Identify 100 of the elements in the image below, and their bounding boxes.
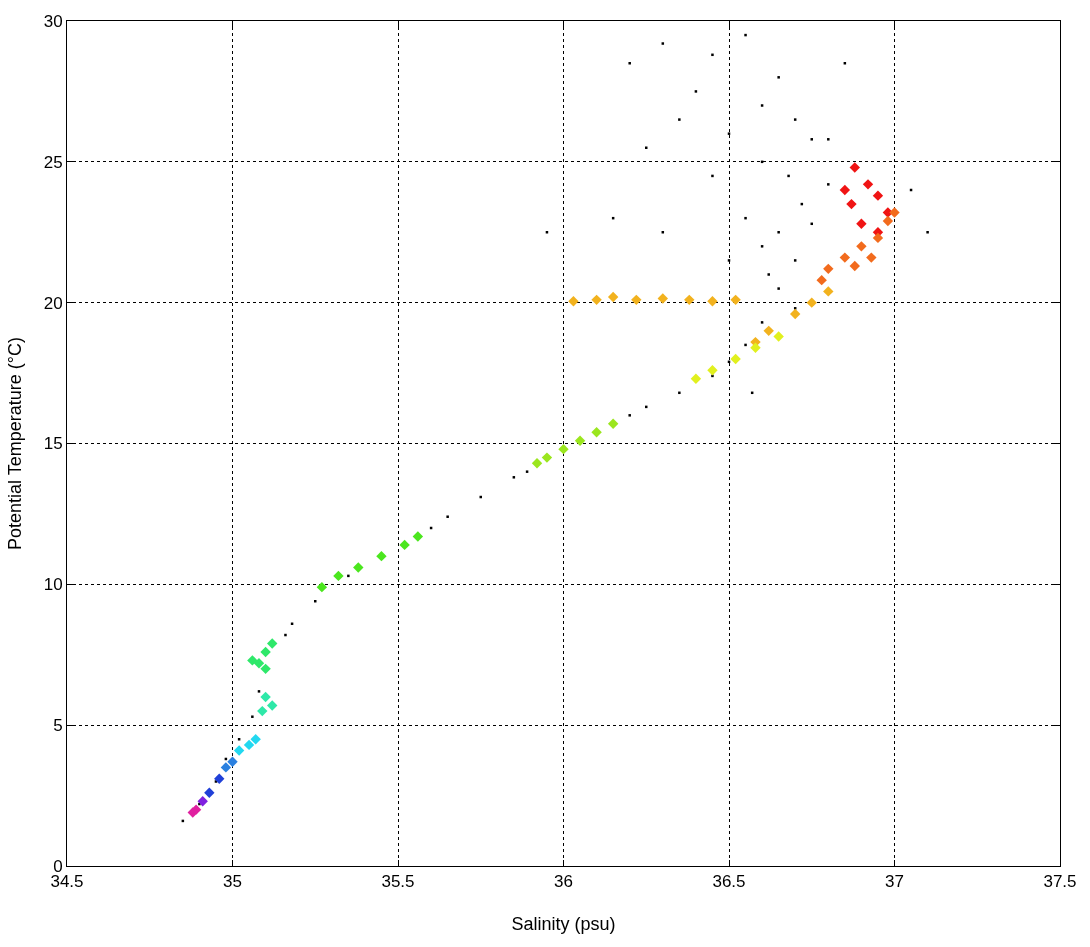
point <box>661 42 665 45</box>
point <box>823 263 834 275</box>
point <box>767 273 770 276</box>
point <box>284 633 287 637</box>
point <box>243 739 255 751</box>
point <box>628 414 631 417</box>
x-tick-label: 37 <box>885 872 904 892</box>
point <box>882 215 894 227</box>
point <box>727 259 731 262</box>
point <box>399 539 410 551</box>
point <box>849 162 860 173</box>
point <box>862 179 874 190</box>
point <box>787 174 790 178</box>
point <box>866 252 877 263</box>
point <box>250 734 261 745</box>
point <box>525 470 529 473</box>
point <box>846 198 857 210</box>
point <box>711 53 714 57</box>
point <box>645 146 648 149</box>
point <box>727 132 731 135</box>
point <box>816 274 827 286</box>
point <box>607 418 619 429</box>
point <box>889 207 900 218</box>
point <box>793 118 797 121</box>
y-tick-label: 20 <box>43 293 63 313</box>
point <box>260 646 271 658</box>
point <box>760 321 764 324</box>
point <box>839 184 851 196</box>
point <box>763 325 774 337</box>
point <box>558 443 569 455</box>
point <box>777 76 780 79</box>
point <box>839 252 851 263</box>
point <box>316 581 328 593</box>
point <box>568 296 579 307</box>
point <box>777 287 780 290</box>
point <box>204 787 215 798</box>
point <box>347 574 350 578</box>
point <box>233 745 245 756</box>
point <box>247 655 258 666</box>
point <box>684 294 695 306</box>
point <box>214 773 225 784</box>
point <box>711 174 714 178</box>
point <box>591 294 602 306</box>
point <box>711 374 714 378</box>
point <box>257 705 268 717</box>
point <box>257 690 261 693</box>
point <box>512 476 516 479</box>
point <box>744 343 747 347</box>
y-tick-label: 10 <box>43 575 63 595</box>
point <box>353 562 364 573</box>
point <box>333 570 344 582</box>
point <box>849 260 860 272</box>
point <box>678 118 681 121</box>
point <box>574 435 586 446</box>
point <box>872 190 884 201</box>
point <box>645 405 648 409</box>
point <box>690 373 702 384</box>
point <box>856 241 867 252</box>
x-tick-label: 35.5 <box>381 872 415 892</box>
x-tick-label: 37.5 <box>1043 872 1077 892</box>
point <box>750 342 761 353</box>
point <box>926 231 929 234</box>
point <box>744 33 747 37</box>
point <box>793 259 797 262</box>
point <box>253 658 265 669</box>
point <box>707 365 718 376</box>
point <box>267 700 278 711</box>
point <box>220 762 232 773</box>
point <box>657 293 668 304</box>
point <box>760 245 764 248</box>
point <box>827 183 830 186</box>
point <box>694 90 698 93</box>
point <box>790 308 801 320</box>
point <box>260 691 271 703</box>
x-axis-title: Salinity (psu) <box>511 914 616 934</box>
point <box>843 62 847 65</box>
point <box>545 231 549 234</box>
point <box>631 294 642 306</box>
point <box>777 231 780 234</box>
point <box>707 296 718 307</box>
point <box>806 297 817 308</box>
x-tick-label: 36.5 <box>712 872 746 892</box>
point <box>237 738 241 741</box>
y-axis-title: Potential Temperature (°C) <box>5 337 25 550</box>
point <box>872 232 884 244</box>
point <box>227 756 238 767</box>
y-tick-label: 30 <box>43 11 63 31</box>
y-tick-label: 25 <box>43 152 63 172</box>
x-tick-label: 35 <box>223 872 242 892</box>
point <box>678 391 681 395</box>
point <box>190 804 202 815</box>
point <box>314 599 317 603</box>
point <box>628 62 631 65</box>
point <box>744 216 747 220</box>
point <box>541 452 553 463</box>
point <box>197 796 208 807</box>
point <box>730 353 741 365</box>
y-tick-label: 15 <box>43 434 63 454</box>
point <box>730 294 741 306</box>
point <box>827 138 830 141</box>
